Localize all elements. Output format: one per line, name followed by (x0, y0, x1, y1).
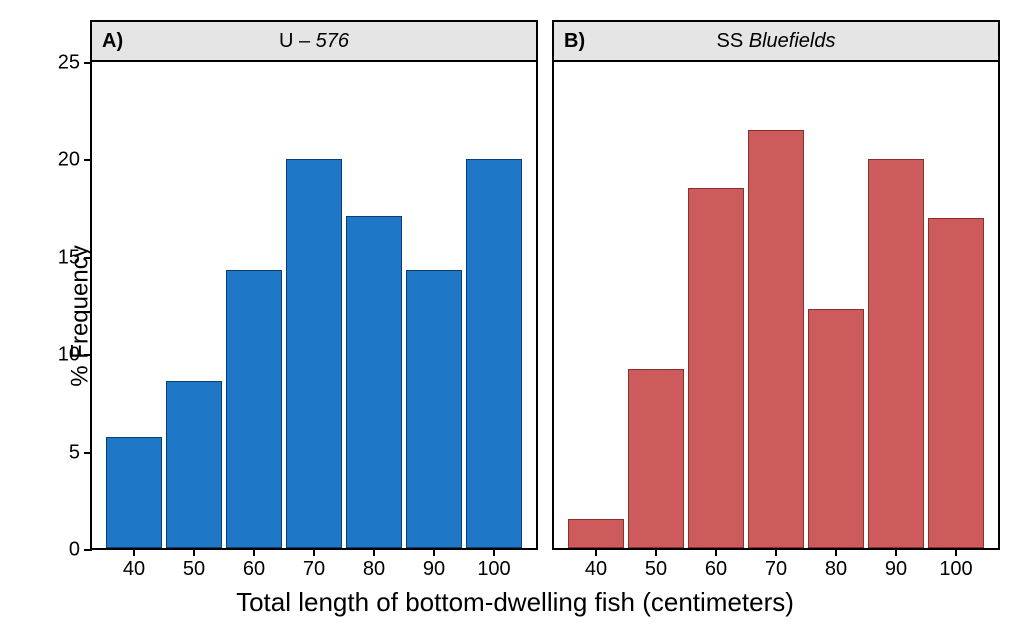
x-tick-label: 40 (585, 558, 607, 581)
y-tick-label: 20 (58, 149, 80, 172)
bar (688, 188, 743, 548)
x-tick-label: 60 (243, 558, 265, 581)
bar (406, 270, 461, 548)
bar (166, 381, 221, 548)
x-tick-label: 80 (363, 558, 385, 581)
bar (928, 218, 983, 548)
panel-title-italic: Bluefields (749, 30, 836, 52)
x-tick-label: 50 (183, 558, 205, 581)
x-ticks (554, 548, 998, 554)
x-tick-mark (253, 548, 255, 556)
bar (286, 159, 341, 548)
bar (568, 519, 623, 548)
bar (868, 159, 923, 548)
x-tick-label: 90 (885, 558, 907, 581)
bar (346, 216, 401, 548)
x-tick-label: 90 (423, 558, 445, 581)
panel-title-italic: 576 (316, 30, 349, 52)
x-tick-label: 50 (645, 558, 667, 581)
x-tick-mark (493, 548, 495, 556)
panel-title-prefix: SS (717, 30, 749, 52)
bar (226, 270, 281, 548)
x-tick-mark (133, 548, 135, 556)
x-tick-labels: 40 50 60 70 80 90 100 (554, 558, 998, 582)
y-tick-label: 0 (69, 539, 80, 562)
x-tick-mark (895, 548, 897, 556)
x-tick-label: 80 (825, 558, 847, 581)
y-tick-label: 10 (58, 344, 80, 367)
x-tick-label: 70 (303, 558, 325, 581)
x-tick-mark (775, 548, 777, 556)
y-tick-label: 15 (58, 246, 80, 269)
x-tick-label: 70 (765, 558, 787, 581)
panel: B)SS Bluefields405060708090100 (552, 20, 1000, 550)
y-tick-label: 25 (58, 51, 80, 74)
x-tick-mark (193, 548, 195, 556)
x-tick-label: 100 (477, 558, 510, 581)
x-tick-mark (313, 548, 315, 556)
x-tick-mark (835, 548, 837, 556)
y-tick-label: 5 (69, 441, 80, 464)
panel-letter: A) (102, 30, 123, 53)
x-tick-mark (373, 548, 375, 556)
bar (628, 369, 683, 548)
bar (106, 437, 161, 548)
x-tick-label: 40 (123, 558, 145, 581)
panel-title: SS Bluefields (554, 30, 998, 53)
x-tick-label: 60 (705, 558, 727, 581)
x-tick-mark (433, 548, 435, 556)
panel: A)U – 576405060708090100 (90, 20, 538, 550)
panel-letter: B) (564, 30, 585, 53)
panels-row: A)U – 576405060708090100B)SS Bluefields4… (90, 20, 1000, 550)
panel-title-prefix: U – (279, 30, 316, 52)
x-tick-labels: 40 50 60 70 80 90 100 (92, 558, 536, 582)
panel-title: U – 576 (92, 30, 536, 53)
x-ticks (92, 548, 536, 554)
plot-area: 405060708090100 (92, 62, 536, 548)
figure-container: % Frequency 0510152025 A)U – 57640506070… (0, 0, 1030, 632)
y-axis-ticks: 0510152025 (40, 20, 90, 550)
plot-area: 405060708090100 (554, 62, 998, 548)
bars-layer (92, 62, 536, 548)
x-tick-label: 100 (939, 558, 972, 581)
x-tick-mark (655, 548, 657, 556)
x-tick-mark (595, 548, 597, 556)
panel-header: B)SS Bluefields (554, 22, 998, 62)
panel-header: A)U – 576 (92, 22, 536, 62)
x-tick-mark (955, 548, 957, 556)
bar (808, 309, 863, 548)
x-tick-mark (715, 548, 717, 556)
bar (466, 159, 521, 548)
x-axis-label: Total length of bottom-dwelling fish (ce… (0, 587, 1030, 618)
bar (748, 130, 803, 548)
bars-layer (554, 62, 998, 548)
